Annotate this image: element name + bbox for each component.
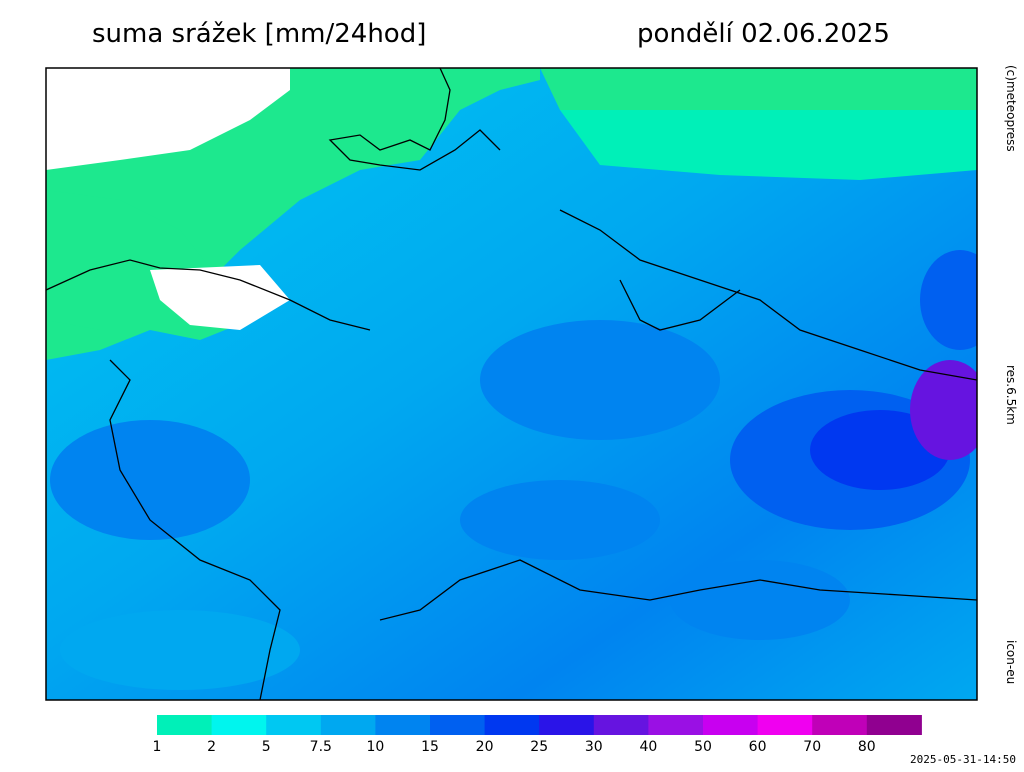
resolution-label: res.6.5km (1004, 365, 1018, 425)
legend-swatch (157, 715, 213, 735)
legend-swatch (648, 715, 704, 735)
legend-swatch (812, 715, 868, 735)
legend-label: 7.5 (310, 739, 332, 755)
legend-swatch (211, 715, 267, 735)
legend-label: 25 (530, 739, 548, 755)
map-date: pondělí 02.06.2025 (637, 19, 890, 49)
legend-label: 80 (858, 739, 876, 755)
legend-label: 30 (585, 739, 603, 755)
legend-swatch (320, 715, 376, 735)
legend-label: 50 (694, 739, 712, 755)
legend-swatch (539, 715, 595, 735)
legend-swatch (430, 715, 486, 735)
timestamp: 2025-05-31-14:50 (910, 753, 1016, 766)
model-label: icon-eu (1004, 640, 1018, 684)
color-legend: 1 2 5 7.5 10 15 20 25 30 40 50 60 70 80 (153, 715, 922, 755)
legend-swatch (593, 715, 649, 735)
legend-swatch (266, 715, 322, 735)
legend-label: 15 (421, 739, 439, 755)
legend-swatch (703, 715, 759, 735)
legend-label: 60 (749, 739, 767, 755)
legend-label: 2 (207, 739, 216, 755)
map-title: suma srážek [mm/24hod] (92, 19, 426, 49)
legend-label: 70 (803, 739, 821, 755)
legend-swatch (484, 715, 540, 735)
legend-swatch (866, 715, 922, 735)
map-field (46, 68, 977, 700)
legend-label: 20 (476, 739, 494, 755)
legend-swatch (375, 715, 431, 735)
legend-label: 5 (262, 739, 271, 755)
legend-label: 1 (153, 739, 162, 755)
copyright-label: (c)meteopress (1004, 65, 1018, 152)
legend-label: 10 (366, 739, 384, 755)
legend-label: 40 (639, 739, 657, 755)
map-frame (45, 67, 978, 701)
legend-swatch (757, 715, 813, 735)
